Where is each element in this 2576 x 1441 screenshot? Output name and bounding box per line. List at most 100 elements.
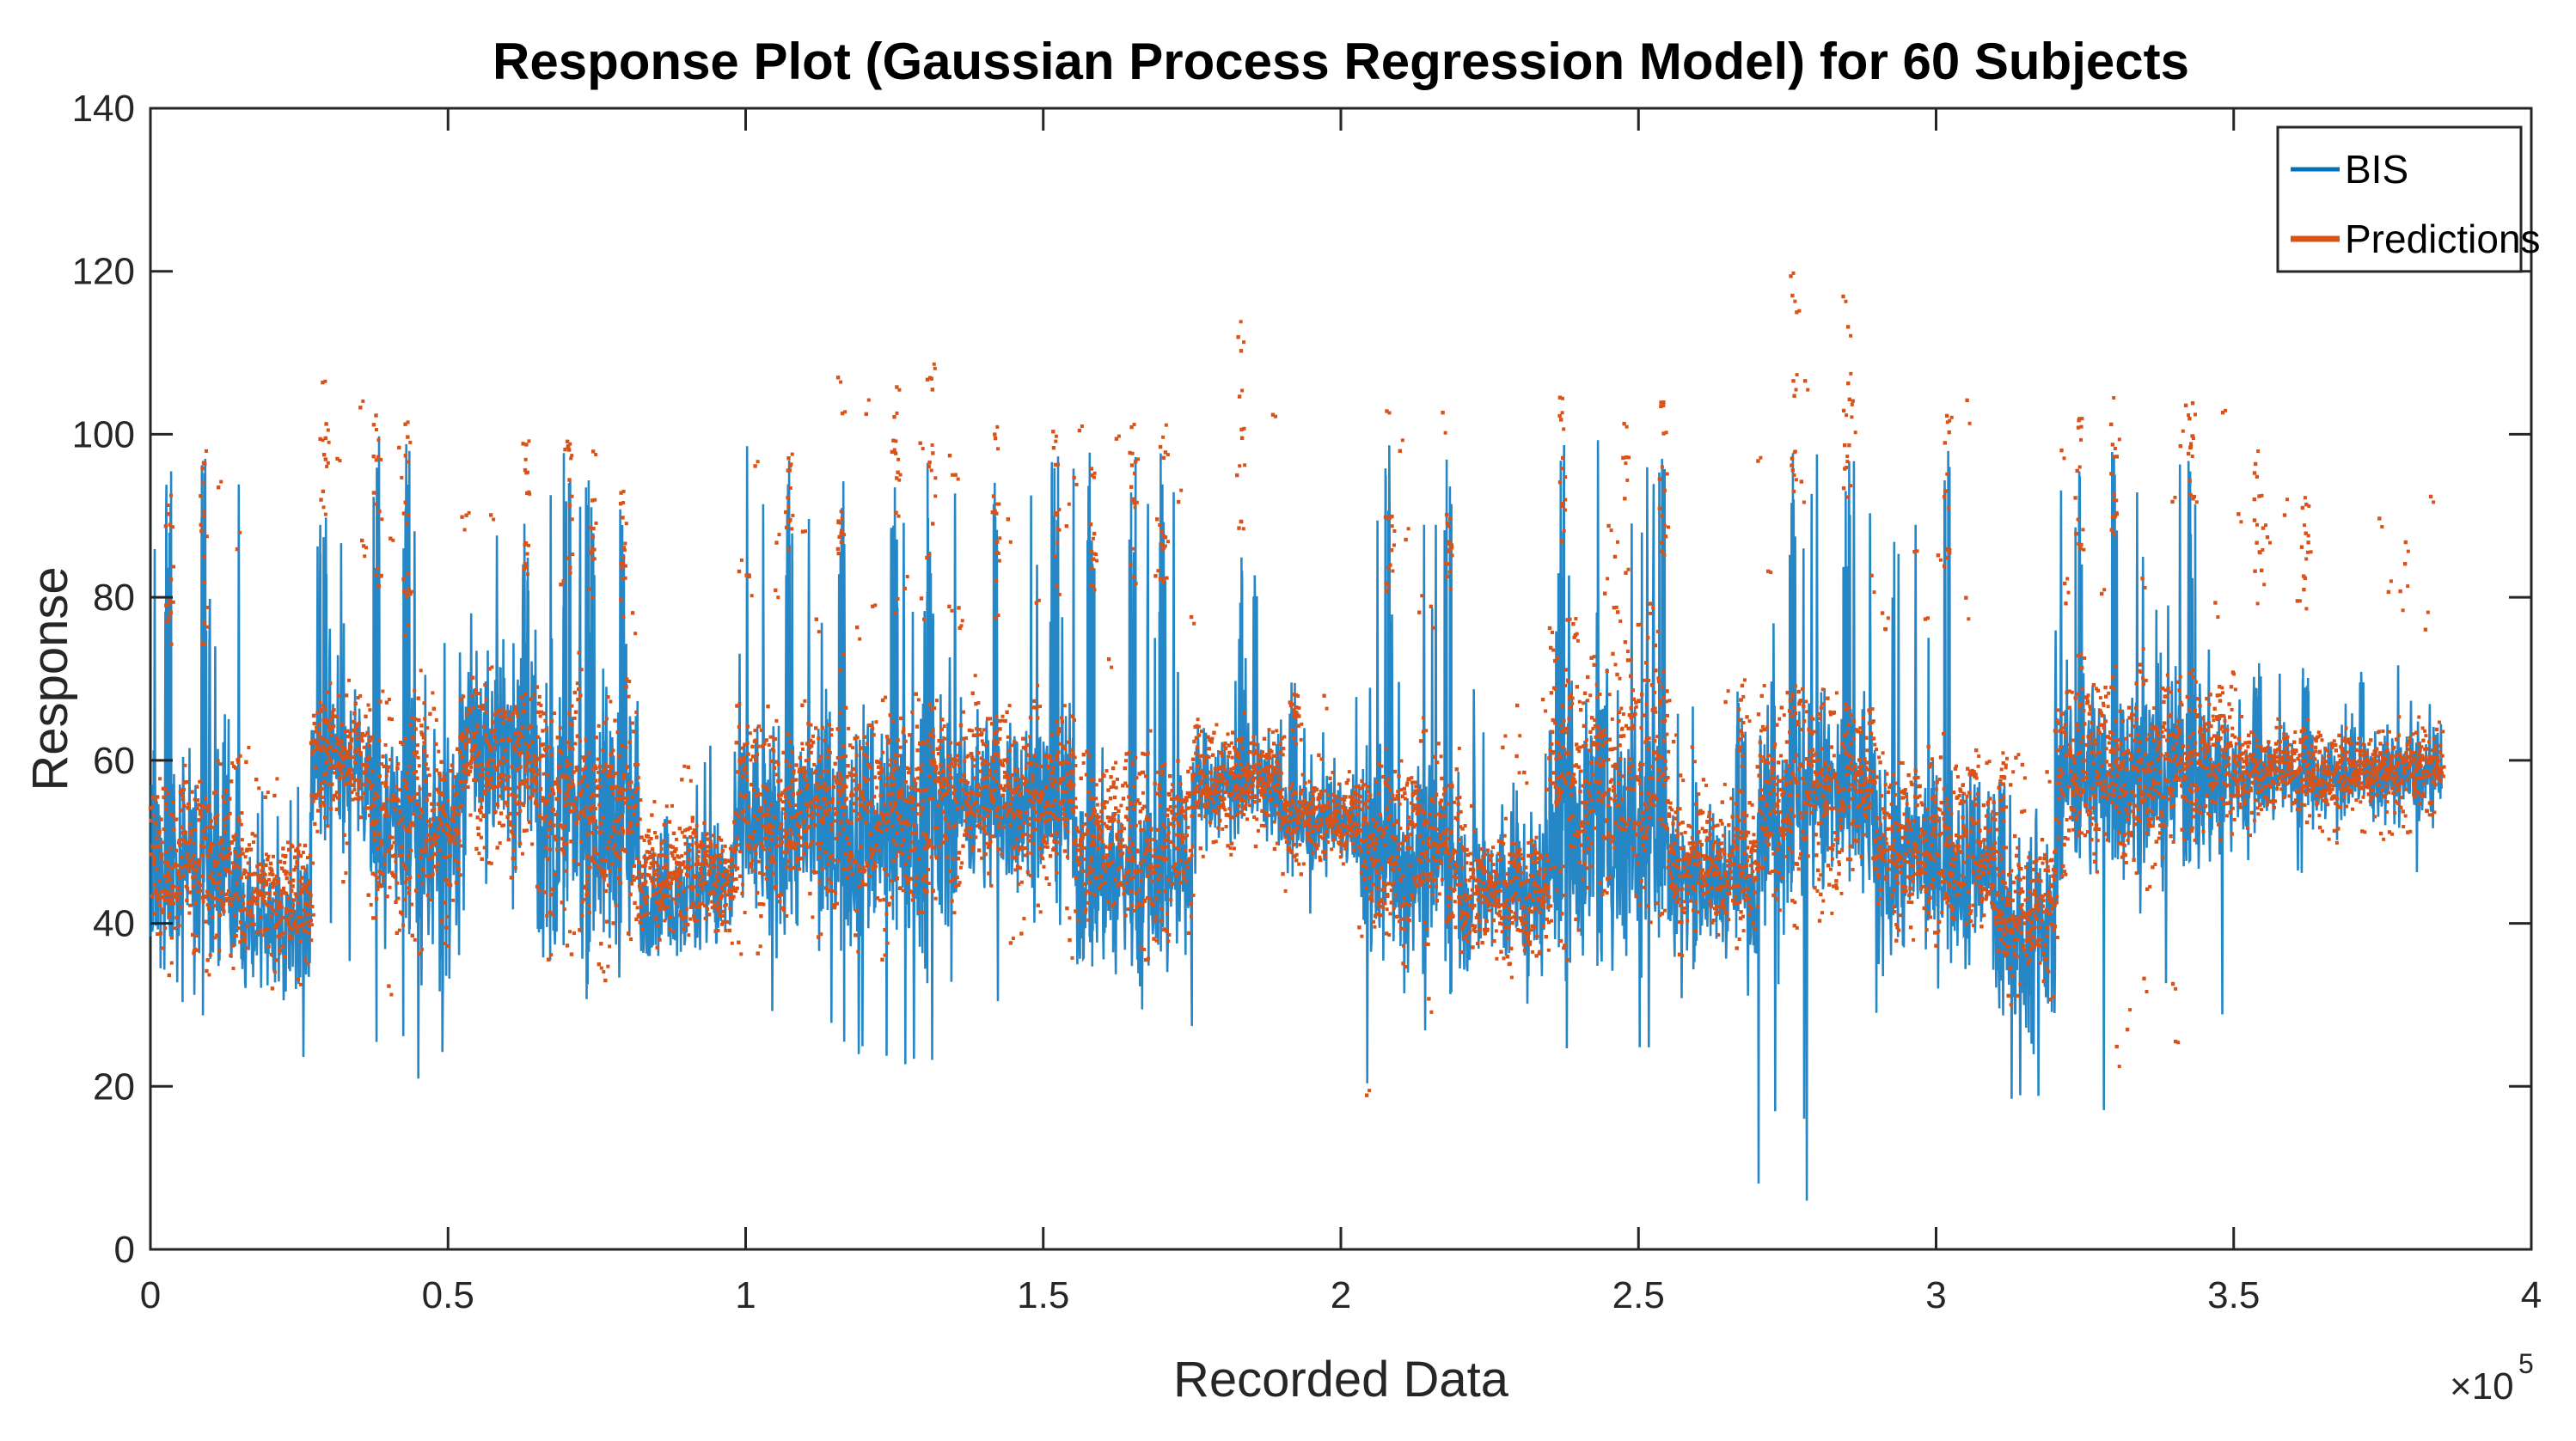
prediction-point bbox=[759, 914, 763, 919]
prediction-point bbox=[896, 738, 900, 742]
prediction-point bbox=[363, 770, 368, 774]
prediction-point bbox=[621, 546, 626, 550]
prediction-point bbox=[1043, 840, 1047, 845]
prediction-point bbox=[1184, 796, 1189, 800]
prediction-point bbox=[263, 795, 267, 799]
prediction-point bbox=[961, 844, 965, 848]
prediction-point bbox=[239, 822, 243, 827]
prediction-point bbox=[601, 748, 605, 753]
prediction-point bbox=[548, 910, 553, 915]
prediction-point bbox=[382, 878, 386, 882]
prediction-point bbox=[1227, 771, 1233, 775]
prediction-point bbox=[1261, 781, 1265, 785]
prediction-point bbox=[758, 792, 762, 797]
prediction-point bbox=[305, 856, 309, 860]
prediction-point bbox=[1134, 582, 1138, 586]
prediction-point bbox=[1390, 834, 1394, 839]
prediction-point bbox=[160, 910, 164, 914]
prediction-point bbox=[1324, 854, 1328, 858]
prediction-point bbox=[1090, 473, 1094, 478]
prediction-point bbox=[831, 902, 835, 907]
prediction-point bbox=[719, 894, 725, 898]
prediction-point bbox=[1336, 830, 1340, 834]
prediction-point bbox=[938, 791, 942, 795]
prediction-point bbox=[404, 522, 408, 527]
prediction-point bbox=[710, 855, 714, 859]
prediction-point bbox=[1221, 764, 1226, 768]
prediction-point bbox=[242, 894, 246, 898]
prediction-point bbox=[153, 891, 157, 895]
prediction-point bbox=[980, 856, 984, 860]
prediction-point bbox=[304, 919, 309, 924]
prediction-point bbox=[487, 667, 492, 671]
prediction-point bbox=[485, 738, 489, 742]
prediction-point bbox=[169, 897, 174, 901]
prediction-point bbox=[167, 603, 171, 608]
prediction-point bbox=[390, 835, 395, 840]
prediction-point bbox=[952, 911, 957, 915]
prediction-point bbox=[520, 852, 524, 856]
prediction-point bbox=[1100, 840, 1104, 844]
prediction-point bbox=[1157, 877, 1160, 881]
prediction-point bbox=[888, 763, 892, 767]
prediction-point bbox=[294, 848, 298, 853]
prediction-point bbox=[468, 813, 473, 817]
prediction-point bbox=[835, 727, 840, 731]
prediction-point bbox=[1387, 799, 1392, 803]
prediction-point bbox=[307, 904, 311, 908]
prediction-point bbox=[820, 841, 823, 846]
prediction-point bbox=[321, 453, 327, 457]
prediction-point bbox=[1056, 750, 1061, 754]
prediction-point bbox=[919, 789, 923, 793]
prediction-point bbox=[158, 895, 162, 900]
prediction-point bbox=[805, 809, 809, 813]
prediction-point bbox=[731, 847, 735, 852]
prediction-point bbox=[1224, 781, 1227, 785]
prediction-point bbox=[474, 687, 478, 692]
prediction-point bbox=[518, 809, 523, 813]
prediction-point bbox=[373, 838, 377, 842]
prediction-point bbox=[844, 785, 848, 789]
prediction-point bbox=[516, 714, 520, 718]
prediction-point bbox=[492, 785, 496, 791]
prediction-point bbox=[1124, 752, 1129, 756]
prediction-point bbox=[1132, 858, 1137, 864]
prediction-point bbox=[802, 819, 807, 823]
prediction-point bbox=[802, 829, 806, 833]
prediction-point bbox=[1091, 797, 1095, 801]
prediction-point bbox=[1034, 810, 1038, 815]
prediction-point bbox=[853, 736, 857, 741]
prediction-point bbox=[800, 529, 805, 534]
prediction-point bbox=[1153, 781, 1157, 786]
prediction-point bbox=[808, 891, 812, 896]
prediction-point bbox=[1125, 870, 1129, 874]
prediction-point bbox=[1165, 857, 1169, 861]
prediction-point bbox=[1094, 783, 1098, 787]
prediction-point bbox=[934, 766, 939, 771]
prediction-point bbox=[1257, 755, 1262, 760]
prediction-point bbox=[567, 478, 572, 482]
prediction-point bbox=[746, 846, 751, 851]
prediction-point bbox=[684, 872, 689, 876]
prediction-point bbox=[1237, 526, 1241, 530]
prediction-point bbox=[244, 907, 248, 911]
prediction-point bbox=[203, 643, 207, 647]
prediction-point bbox=[1331, 799, 1336, 803]
prediction-point bbox=[317, 723, 321, 727]
prediction-point bbox=[814, 617, 818, 621]
prediction-point bbox=[1079, 776, 1083, 780]
prediction-point bbox=[436, 827, 439, 831]
prediction-point bbox=[193, 875, 198, 879]
prediction-point bbox=[1030, 851, 1034, 855]
prediction-point bbox=[1304, 821, 1308, 826]
prediction-point bbox=[664, 863, 668, 867]
prediction-point bbox=[943, 816, 948, 821]
prediction-point bbox=[1062, 798, 1066, 803]
prediction-point bbox=[1186, 931, 1191, 936]
prediction-point bbox=[1186, 826, 1190, 829]
prediction-point bbox=[627, 829, 632, 834]
prediction-point bbox=[1061, 816, 1066, 821]
prediction-point bbox=[413, 717, 418, 721]
prediction-point bbox=[1021, 745, 1026, 750]
prediction-point bbox=[524, 565, 529, 570]
